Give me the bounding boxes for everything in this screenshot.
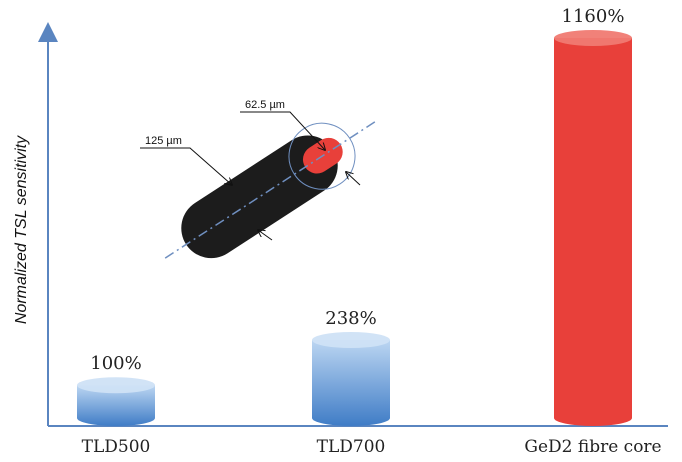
value-label: 100% [90, 353, 141, 374]
annotation-line [140, 147, 232, 185]
bar [554, 38, 632, 426]
y-axis-label: Normalized TSL sensitivity [13, 135, 30, 324]
x-tick-label: TLD500 [82, 437, 151, 457]
annotation: 62.5 µm [245, 99, 285, 111]
annotation-line [240, 111, 325, 150]
annotation-line [346, 172, 361, 186]
value-label: 1160% [562, 6, 625, 27]
fibre-cladding [181, 135, 338, 259]
x-tick-label: TLD700 [317, 437, 386, 457]
annotation: 125 µm [145, 135, 182, 147]
bar-top [554, 30, 632, 46]
fibre-axis [164, 121, 376, 259]
annotation-line [258, 230, 273, 241]
fibre-diagram [164, 121, 376, 259]
bar-top [312, 332, 390, 349]
bar [77, 385, 155, 426]
bar [312, 340, 390, 426]
bar-top [77, 377, 155, 394]
x-tick-label: GeD2 fibre core [524, 437, 661, 457]
value-label: 238% [325, 308, 376, 329]
